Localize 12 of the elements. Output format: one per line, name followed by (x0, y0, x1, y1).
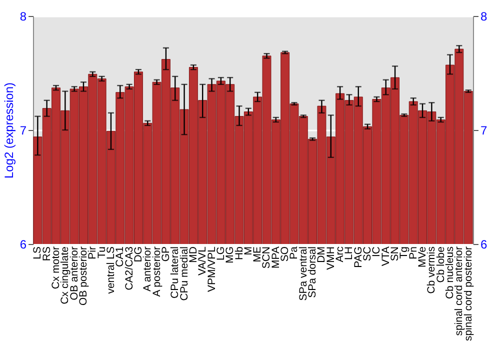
x-tick-label: Tg (398, 246, 410, 259)
y2-tick-label: 7 (480, 124, 488, 138)
x-tick-label: MVe (416, 246, 429, 268)
x-tick-label: Cb lobe (434, 246, 447, 283)
y-tick-label: 6 (20, 238, 27, 252)
y-tick-label: 7 (20, 124, 27, 138)
y2-tick-label: 6 (480, 238, 488, 252)
x-tick-label: Cb nucleus (444, 246, 456, 300)
x-tick-label: Cx motor (50, 246, 62, 290)
y-tick-label: 8 (20, 10, 27, 24)
y2-tick-label: 8 (480, 10, 488, 24)
y-axis-title: Log2 (expression) (2, 82, 16, 179)
